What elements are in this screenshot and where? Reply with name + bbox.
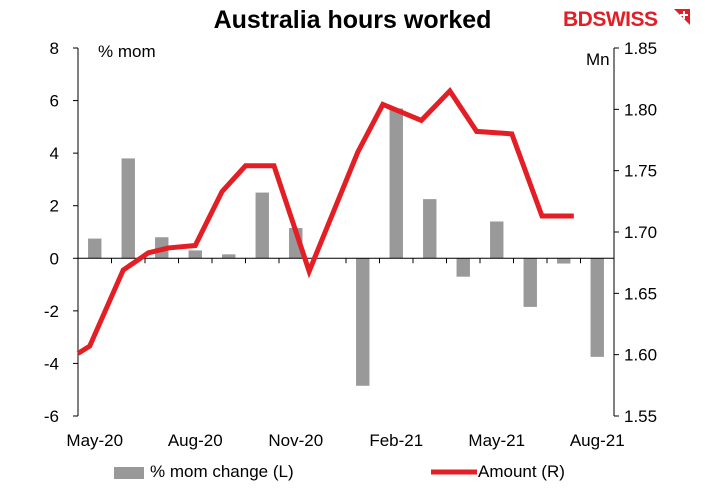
- brand-logo: BDSWISS: [563, 8, 658, 31]
- left-tick-label: 8: [50, 39, 59, 58]
- bar-Sep-20: [222, 254, 236, 259]
- left-tick-label: 2: [50, 197, 59, 216]
- x-tick-label: May-20: [66, 431, 123, 450]
- left-tick-label: 4: [50, 144, 59, 163]
- bar-May-21: [490, 221, 504, 259]
- right-tick-label: 1.85: [624, 39, 657, 58]
- bar-Jun-20: [121, 158, 135, 259]
- amount-line: [76, 86, 574, 356]
- left-tick-label: 6: [50, 92, 59, 111]
- chart-title: Australia hours worked: [213, 6, 492, 34]
- x-tick-label: Feb-21: [369, 431, 423, 450]
- left-tick-label: -2: [44, 302, 59, 321]
- bar-May-20: [88, 238, 102, 259]
- legend-bar-swatch: [114, 467, 144, 479]
- legend-line-swatch: [431, 469, 477, 475]
- bar-Aug-20: [188, 250, 202, 259]
- left-axis-unit: % mom: [98, 42, 156, 61]
- right-tick-label: 1.70: [624, 223, 657, 242]
- right-axis-unit: Mn: [586, 50, 610, 69]
- bar-Aug-21: [590, 258, 604, 357]
- brand-plus-icon: [674, 9, 690, 25]
- x-tick-label: May-21: [468, 431, 525, 450]
- right-tick-label: 1.55: [624, 407, 657, 426]
- right-tick-label: 1.60: [624, 346, 657, 365]
- bar-Oct-20: [255, 192, 269, 259]
- right-tick-label: 1.80: [624, 100, 657, 119]
- right-tick-label: 1.75: [624, 162, 657, 181]
- x-tick-label: Nov-20: [268, 431, 323, 450]
- x-tick-label: Aug-20: [168, 431, 223, 450]
- left-tick-label: -4: [44, 354, 59, 373]
- bar-Apr-21: [456, 258, 470, 277]
- bar-Feb-21: [389, 108, 403, 259]
- bar-Mar-21: [423, 199, 437, 259]
- left-tick-label: -6: [44, 407, 59, 426]
- bar-Jan-21: [356, 258, 370, 386]
- bar-Jun-21: [523, 258, 537, 307]
- right-tick-label: 1.65: [624, 284, 657, 303]
- x-tick-label: Aug-21: [570, 431, 625, 450]
- left-tick-label: 0: [50, 249, 59, 268]
- legend-line-label: Amount (R): [478, 462, 565, 481]
- legend-bar-label: % mom change (L): [150, 462, 294, 481]
- bar-Jul-21: [557, 258, 571, 264]
